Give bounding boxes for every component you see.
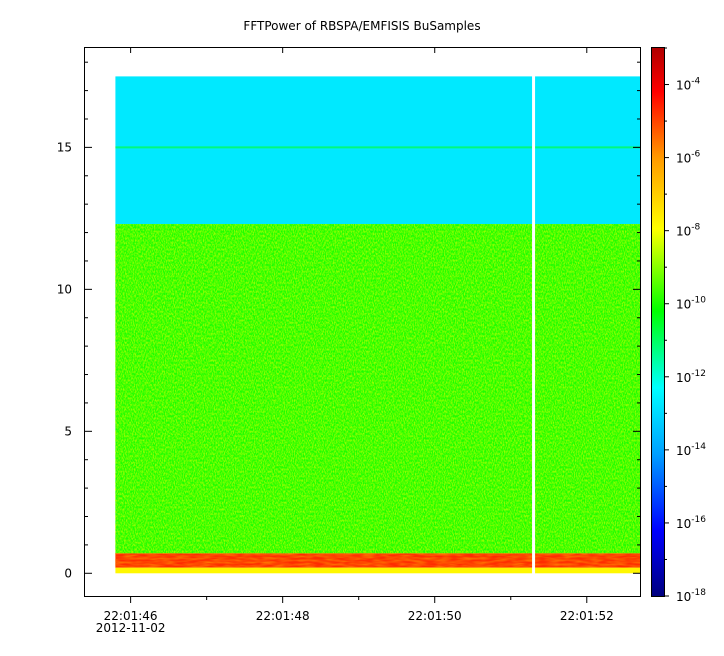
colorbar-label-0: 10-4 xyxy=(676,77,701,93)
spectrogram-red-texture xyxy=(115,553,641,568)
x-tick-label-0: 22:01:46 xyxy=(104,609,158,623)
line-feature xyxy=(115,146,641,149)
spectrogram-band-3 xyxy=(115,567,641,574)
plot-frame xyxy=(84,47,641,597)
y-tick-label-0: 0 xyxy=(64,566,72,580)
x-tick-label-1: 22:01:48 xyxy=(256,609,310,623)
x-tick-label-2: 22:01:50 xyxy=(408,609,462,623)
y-tick-label-1: 5 xyxy=(64,424,72,438)
colorbar-label-7: 10-18 xyxy=(676,588,706,604)
colorbar-label-5: 10-14 xyxy=(676,442,706,458)
spectrogram-band-0 xyxy=(115,76,641,225)
colorbar-frame xyxy=(651,47,665,597)
colorbar-label-1: 10-6 xyxy=(676,150,701,166)
y-tick-label-2: 10 xyxy=(57,282,72,296)
colorbar-gradient xyxy=(652,48,664,596)
colorbar: 10-4 10-6 10-8 10-10 10-12 10-14 10-16 10-18 xyxy=(651,47,706,604)
spectrogram-noise-texture xyxy=(115,224,641,554)
colorbar-label-2: 10-8 xyxy=(676,223,701,239)
colorbar-label-3: 10-10 xyxy=(676,296,706,312)
colorbar-label-6: 10-16 xyxy=(676,515,706,531)
y-axis: 0 5 10 15 xyxy=(57,61,640,580)
y-tick-label-3: 15 xyxy=(57,140,72,154)
x-tick-label-3: 22:01:52 xyxy=(560,609,614,623)
plot-area xyxy=(115,75,641,575)
x-axis: 22:01:46 22:01:48 22:01:50 22:01:52 2012-11-… xyxy=(96,48,614,635)
colorbar-label-4: 10-12 xyxy=(676,369,706,385)
x-date-label: 2012-11-02 xyxy=(96,621,166,635)
data-gap xyxy=(532,75,536,575)
chart-title: FFTPower of RBSPA/EMFISIS BuSamples xyxy=(243,19,480,33)
